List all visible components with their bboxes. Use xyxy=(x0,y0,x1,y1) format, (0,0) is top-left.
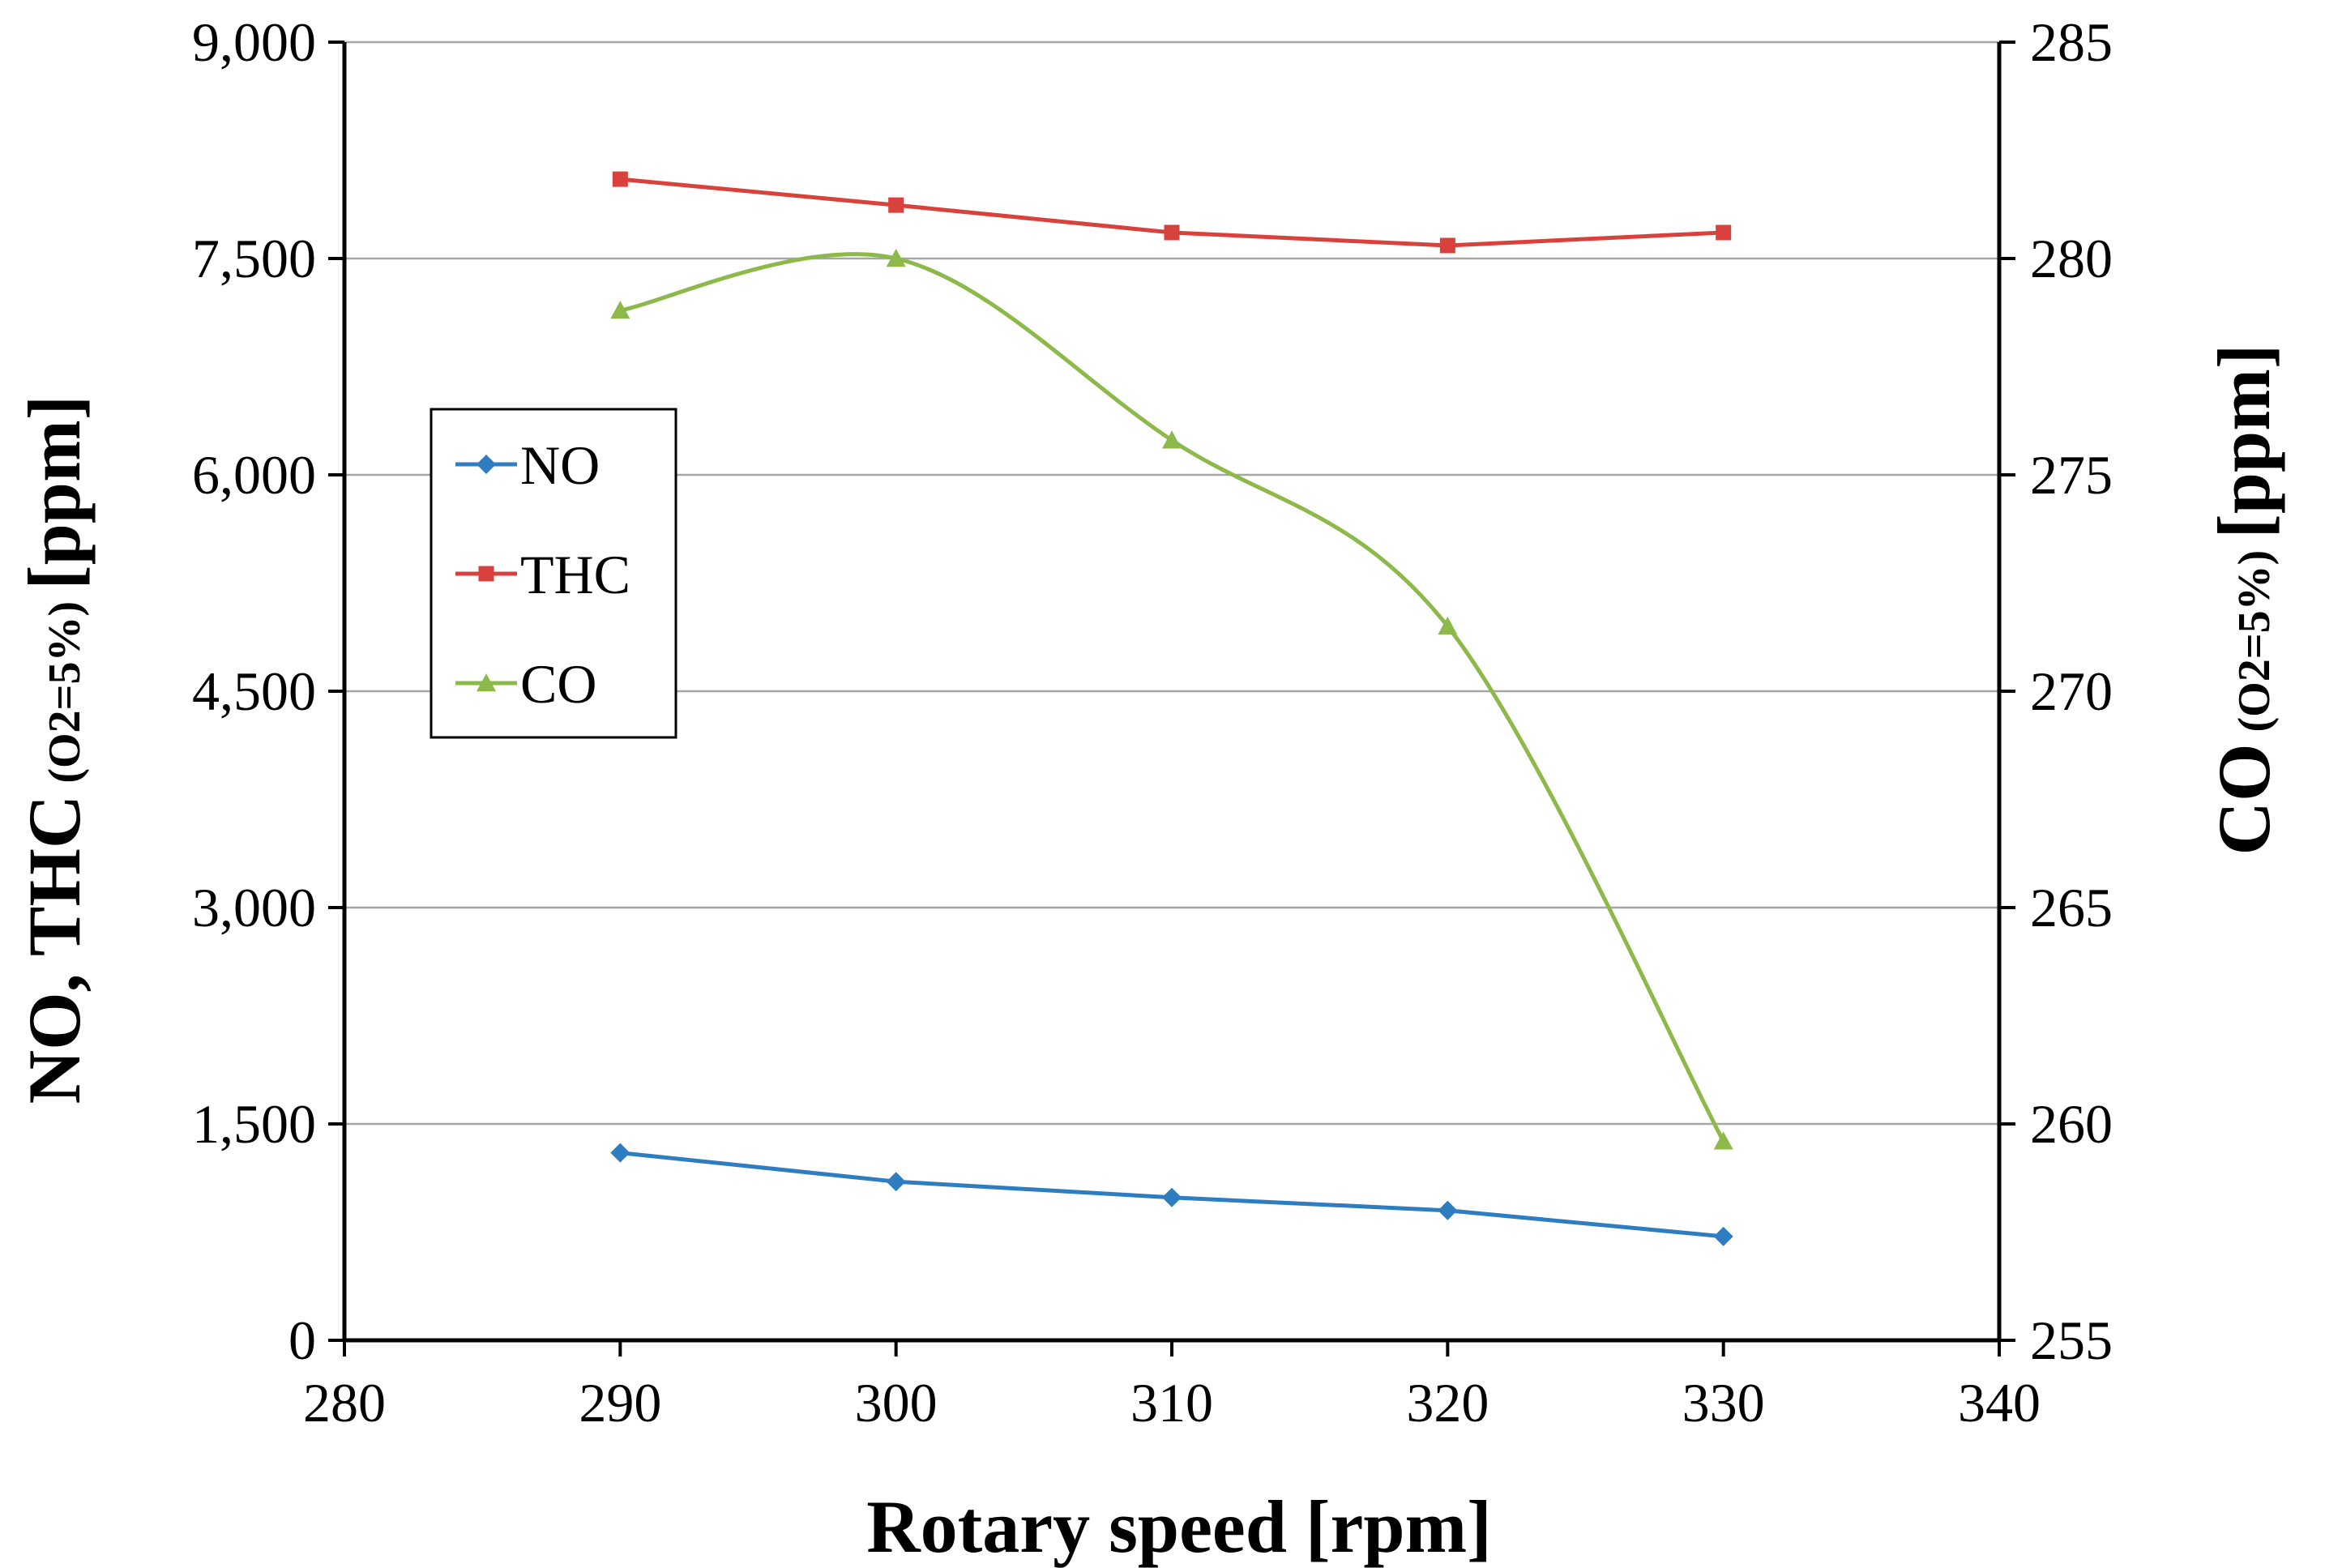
y2-tick-label: 260 xyxy=(2030,1093,2113,1155)
thc-point xyxy=(1439,237,1455,254)
legend-item-no: NO xyxy=(455,434,600,496)
y2-tick-label: 285 xyxy=(2030,11,2113,73)
y2-tick-label: 255 xyxy=(2030,1310,2113,1371)
y2-tick-label: 280 xyxy=(2030,228,2113,289)
x-tick-label: 310 xyxy=(1130,1372,1213,1433)
y2-axis-title: CO (O2=5%) [ppm] xyxy=(2203,344,2285,855)
y2-axis-title-sub: (O2=5%) xyxy=(2229,539,2280,744)
x-axis-title: Rotary speed [rpm] xyxy=(866,1485,1492,1568)
y-tick-label: 0 xyxy=(288,1310,316,1371)
legend-marker-no xyxy=(477,455,496,474)
no-point xyxy=(1162,1187,1182,1207)
legend-marker-co xyxy=(477,673,496,692)
series-layer xyxy=(610,171,1733,1246)
legend-marker-thc xyxy=(478,566,494,582)
x-tick-label: 330 xyxy=(1682,1372,1765,1433)
y-tick-label: 1,500 xyxy=(192,1093,316,1155)
y2-tick-label: 265 xyxy=(2030,877,2113,938)
x-tick-label: 280 xyxy=(303,1372,386,1433)
axes xyxy=(328,41,2015,1357)
y-axis-title-main: NO, THC xyxy=(13,795,96,1104)
y-axis-title: NO, THC (O2=5%) [ppm] xyxy=(13,395,96,1104)
y-axis-title-unit: [ppm] xyxy=(13,395,96,590)
legend-item-thc: THC xyxy=(455,544,630,605)
no-point xyxy=(1713,1226,1733,1246)
series-co xyxy=(610,249,1733,1150)
x-tick-label: 320 xyxy=(1406,1372,1489,1433)
co-line xyxy=(619,252,1725,1143)
y2-axis-title-main: CO xyxy=(2203,744,2285,856)
legend-label-co: CO xyxy=(520,653,596,715)
co-point xyxy=(886,249,906,267)
thc-point xyxy=(612,171,628,187)
no-point xyxy=(886,1172,906,1192)
tick-labels: 0 1,500 3,000 4,500 6,000 7,500 9,000 255 260 265… xyxy=(192,11,2113,1433)
thc-point xyxy=(1164,224,1180,241)
y-tick-label: 6,000 xyxy=(192,444,316,506)
y-tick-label: 9,000 xyxy=(192,11,316,73)
y2-tick-label: 275 xyxy=(2030,444,2113,506)
legend: NO THC CO xyxy=(430,408,677,739)
co-point xyxy=(1713,1131,1733,1150)
legend-label-thc: THC xyxy=(520,544,630,605)
thc-point xyxy=(888,197,904,213)
y-tick-label: 4,500 xyxy=(192,660,316,722)
thc-point xyxy=(1716,224,1732,241)
co-point xyxy=(1162,430,1182,449)
series-no xyxy=(610,1143,1733,1246)
co-point xyxy=(610,301,630,319)
series-thc xyxy=(612,171,1732,254)
legend-item-co: CO xyxy=(455,653,596,715)
legend-label-no: NO xyxy=(520,434,600,496)
no-point xyxy=(1438,1200,1458,1220)
y-axis-title-sub: (O2=5%) xyxy=(40,590,90,795)
y-tick-label: 3,000 xyxy=(192,877,316,938)
x-tick-label: 300 xyxy=(855,1372,938,1433)
y2-tick-label: 270 xyxy=(2030,660,2113,722)
co-point xyxy=(1438,616,1458,635)
no-point xyxy=(610,1143,630,1163)
y-tick-label: 7,500 xyxy=(192,228,316,289)
x-tick-label: 340 xyxy=(1958,1372,2041,1433)
y2-axis-title-unit: [ppm] xyxy=(2203,344,2285,538)
x-tick-label: 290 xyxy=(579,1372,661,1433)
